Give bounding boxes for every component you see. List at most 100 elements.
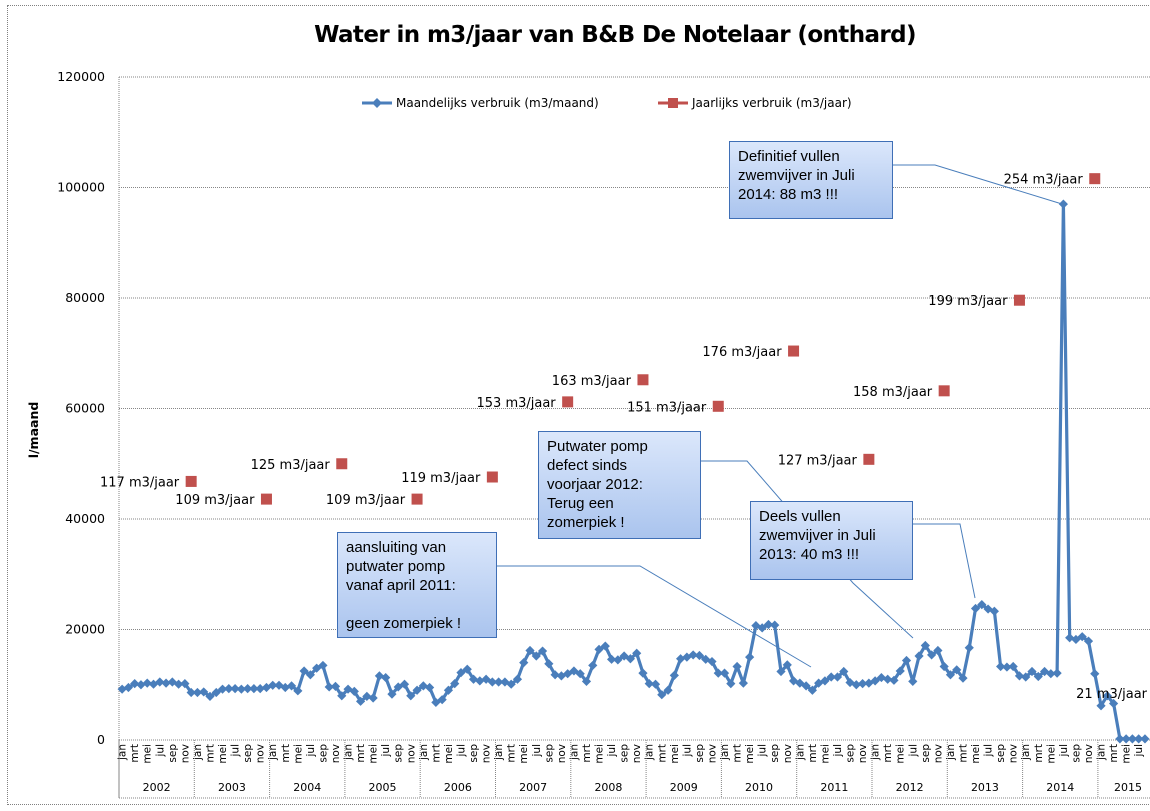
monthly-data-point	[864, 678, 874, 688]
monthly-data-point	[437, 695, 447, 705]
monthly-data-point	[1102, 691, 1112, 701]
monthly-data-point	[857, 679, 868, 689]
monthly-data-point	[1039, 666, 1050, 677]
monthly-data-point	[638, 668, 648, 678]
yearly-data-label: 127 m3/jaar	[778, 453, 858, 468]
x-year-label: 2014	[1046, 781, 1074, 794]
monthly-data-point	[563, 669, 573, 679]
x-month-label: jan	[192, 744, 204, 761]
monthly-data-point	[186, 687, 196, 698]
monthly-data-point	[399, 679, 410, 689]
monthly-data-point	[757, 623, 767, 633]
x-month-label: sep	[920, 744, 932, 763]
yearly-data-point	[1089, 173, 1101, 185]
monthly-data-point	[732, 661, 742, 672]
yearly-data-point	[1013, 294, 1025, 306]
yearly-data-label: 176 m3/jaar	[702, 345, 782, 360]
x-month-label: sep	[468, 744, 480, 763]
x-year-label: 2008	[594, 781, 622, 794]
x-month-label: jul	[154, 744, 166, 758]
monthly-data-point	[387, 689, 397, 699]
x-month-label: mei	[368, 744, 380, 764]
monthly-data-point	[456, 667, 466, 678]
monthly-data-point	[845, 677, 855, 688]
yearly-data-point	[712, 400, 724, 412]
monthly-data-point	[933, 645, 943, 656]
x-month-label: mrt	[129, 744, 141, 763]
monthly-data-point	[249, 684, 259, 694]
x-month-label: nov	[631, 744, 643, 763]
x-month-label: jul	[455, 744, 467, 758]
x-month-label: jan	[1020, 744, 1032, 761]
monthly-data-point	[770, 620, 780, 630]
yearly-data-label-2015: 21 m3/jaar	[1076, 687, 1148, 702]
monthly-data-point	[1046, 669, 1056, 679]
x-month-label: jan	[267, 744, 279, 761]
yearly-data-label: 125 m3/jaar	[251, 458, 331, 473]
x-month-label: sep	[694, 744, 706, 763]
monthly-data-point	[901, 655, 912, 666]
y-tick-label: 80000	[65, 290, 105, 305]
x-month-label: mei	[970, 744, 982, 764]
monthly-data-point	[751, 621, 761, 631]
x-month-label: nov	[1083, 744, 1095, 763]
yearly-data-label: 158 m3/jaar	[853, 385, 933, 400]
x-month-label: jan	[719, 744, 731, 761]
monthly-data-point	[217, 684, 228, 694]
x-month-label: mei	[518, 744, 530, 764]
monthly-data-point	[500, 677, 510, 687]
monthly-data-point	[895, 666, 905, 676]
monthly-data-point	[594, 644, 604, 654]
monthly-data-point	[989, 606, 999, 616]
monthly-data-point	[412, 685, 422, 695]
x-month-label: jan	[1096, 744, 1108, 761]
monthly-data-point	[243, 684, 253, 694]
x-month-label: jul	[681, 744, 693, 758]
monthly-data-point	[870, 676, 880, 686]
x-year-label: 2012	[896, 781, 924, 794]
callout-2013: Deels vullen zwemvijver in Juli 2013: 40…	[750, 501, 913, 580]
x-month-label: jul	[230, 744, 242, 758]
x-month-label: sep	[393, 744, 405, 763]
monthly-data-point	[644, 679, 654, 689]
monthly-data-point	[676, 654, 686, 664]
monthly-data-point	[537, 646, 548, 656]
monthly-data-point	[707, 656, 717, 667]
monthly-data-point	[807, 685, 817, 695]
monthly-data-point	[330, 681, 341, 692]
yearly-data-label: 117 m3/jaar	[100, 475, 180, 490]
legend-marker-diamond	[372, 98, 382, 108]
monthly-data-point	[161, 678, 171, 688]
monthly-data-point	[299, 666, 309, 676]
monthly-data-point	[393, 682, 403, 692]
monthly-data-point	[519, 658, 529, 668]
monthly-data-point	[1121, 734, 1131, 744]
x-month-label: jan	[493, 744, 505, 761]
callout-2011: aansluiting van putwater pomp vanaf apri…	[337, 532, 497, 638]
monthly-data-point	[876, 672, 887, 683]
x-month-label: mei	[1121, 744, 1133, 764]
x-month-label: mrt	[280, 744, 292, 763]
x-month-label: sep	[619, 744, 631, 763]
monthly-data-point	[481, 674, 491, 684]
yearly-data-label: 163 m3/jaar	[552, 374, 632, 389]
yearly-data-point	[562, 396, 574, 408]
yearly-data-label: 109 m3/jaar	[175, 493, 255, 508]
monthly-data-point	[632, 648, 642, 658]
x-month-label: mei	[443, 744, 455, 764]
legend-label-1: Maandelijks verbruik (m3/maand)	[396, 96, 599, 110]
chart-frame	[7, 5, 1150, 805]
x-month-label: jul	[907, 744, 919, 758]
monthly-data-point	[318, 660, 328, 671]
monthly-data-point	[148, 679, 159, 689]
monthly-data-point	[1065, 633, 1075, 643]
yearly-data-label: 199 m3/jaar	[928, 294, 1008, 309]
monthly-data-point	[1014, 671, 1025, 681]
x-year-label: 2005	[369, 781, 397, 794]
x-month-label: jul	[531, 744, 543, 758]
monthly-data-point	[155, 677, 165, 687]
x-month-label: jul	[1058, 744, 1070, 758]
monthly-data-point	[117, 684, 127, 694]
monthly-data-point	[839, 666, 849, 677]
